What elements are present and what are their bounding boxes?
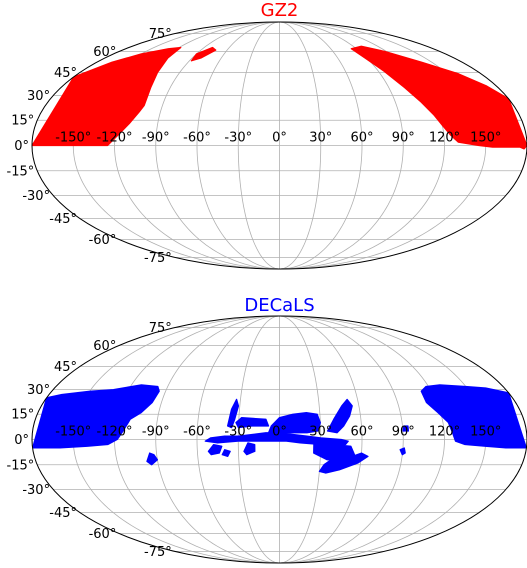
- x-tick-label: 0°: [272, 131, 287, 146]
- y-tick-label: -30°: [22, 483, 50, 498]
- x-tick-label: -120°: [96, 131, 132, 146]
- data-region: [221, 449, 231, 457]
- y-tick-label: 45°: [54, 360, 77, 375]
- x-tick-label: 150°: [470, 425, 501, 440]
- y-tick-label: 75°: [149, 27, 172, 42]
- y-tick-label: 30°: [27, 89, 50, 104]
- y-tick-label: -60°: [89, 233, 117, 248]
- x-tick-label: 90°: [392, 131, 415, 146]
- y-tick-labels: 75° 60° 45° 30° 15° 0° -15° -30° -45° -60° -75°: [7, 321, 172, 560]
- x-tick-label: -30°: [224, 425, 252, 440]
- x-tick-label: 120°: [429, 425, 460, 440]
- y-tick-label: -75°: [144, 251, 172, 266]
- x-tick-label: -150°: [55, 425, 91, 440]
- y-tick-label: -45°: [49, 506, 77, 521]
- data-region: [399, 447, 406, 456]
- data-region: [402, 425, 410, 432]
- data-region: [267, 411, 321, 434]
- map-outline: [31, 21, 527, 270]
- data-points: [32, 45, 527, 150]
- data-region: [146, 452, 159, 466]
- data-region: [420, 384, 527, 449]
- x-tick-label: -150°: [55, 131, 91, 146]
- x-tick-label: -30°: [224, 131, 252, 146]
- y-tick-label: -15°: [7, 164, 35, 179]
- data-region: [204, 432, 349, 446]
- y-tick-label: 15°: [11, 114, 34, 129]
- gz2-panel: -150° -120° -90° -60° -30° 0° 30° 60° 90° 120° 150…: [7, 0, 527, 270]
- chart-title: GZ2: [261, 0, 299, 21]
- x-tick-label: 60°: [350, 425, 373, 440]
- y-tick-labels: 75° 60° 45° 30° 15° 0° -15° -30° -45° -60° -75°: [7, 27, 172, 266]
- x-tick-label: 60°: [350, 131, 373, 146]
- y-tick-label: 15°: [11, 408, 34, 423]
- x-tick-label: 30°: [309, 425, 332, 440]
- y-tick-label: -15°: [7, 458, 35, 473]
- x-tick-label: 120°: [429, 131, 460, 146]
- data-region: [32, 46, 182, 147]
- x-tick-label: -60°: [183, 425, 211, 440]
- data-points: [32, 384, 527, 474]
- y-tick-label: 60°: [93, 45, 116, 60]
- y-tick-label: 30°: [27, 383, 50, 398]
- map-outline: [31, 315, 527, 564]
- x-tick-label: -90°: [142, 425, 170, 440]
- x-tick-label: -120°: [96, 425, 132, 440]
- x-tick-label: -90°: [142, 131, 170, 146]
- y-tick-label: -60°: [89, 527, 117, 542]
- decals-panel: -150° -120° -90° -60° -30° 0° 30° 60° 90° 120° 150…: [7, 295, 527, 564]
- y-tick-label: 75°: [149, 321, 172, 336]
- data-region: [318, 452, 369, 474]
- y-tick-label: -45°: [49, 212, 77, 227]
- data-region: [350, 45, 527, 150]
- x-tick-labels: -150° -120° -90° -60° -30° 0° 30° 60° 90° 120° 150…: [55, 131, 501, 146]
- y-tick-label: 60°: [93, 339, 116, 354]
- y-tick-label: 45°: [54, 66, 77, 81]
- data-region: [235, 416, 270, 429]
- data-region: [326, 398, 353, 434]
- y-tick-label: 0°: [14, 139, 29, 154]
- data-region: [243, 442, 256, 456]
- x-tick-label: 150°: [470, 131, 501, 146]
- chart-title: DECaLS: [244, 295, 314, 316]
- data-region: [226, 398, 240, 429]
- data-region: [32, 384, 160, 449]
- x-tick-label: 30°: [309, 131, 332, 146]
- x-tick-label: 0°: [272, 425, 287, 440]
- y-tick-label: -30°: [22, 189, 50, 204]
- data-region: [207, 443, 223, 456]
- y-tick-label: 0°: [14, 433, 29, 448]
- data-region: [190, 46, 217, 62]
- y-tick-label: -75°: [144, 545, 172, 560]
- x-tick-labels: -150° -120° -90° -60° -30° 0° 30° 60° 90° 120° 150…: [55, 425, 501, 440]
- x-tick-label: -60°: [183, 131, 211, 146]
- x-tick-label: 90°: [392, 425, 415, 440]
